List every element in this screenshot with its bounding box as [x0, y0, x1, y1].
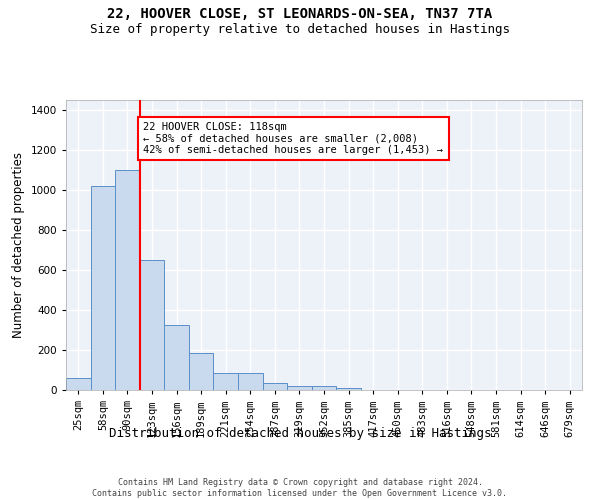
- Text: Contains HM Land Registry data © Crown copyright and database right 2024.
Contai: Contains HM Land Registry data © Crown c…: [92, 478, 508, 498]
- Y-axis label: Number of detached properties: Number of detached properties: [12, 152, 25, 338]
- Bar: [115, 170, 140, 390]
- Text: Distribution of detached houses by size in Hastings: Distribution of detached houses by size …: [109, 428, 491, 440]
- Bar: [66, 378, 91, 390]
- Bar: [189, 353, 214, 390]
- Bar: [312, 386, 336, 390]
- Bar: [91, 186, 115, 390]
- Text: 22 HOOVER CLOSE: 118sqm
← 58% of detached houses are smaller (2,008)
42% of semi: 22 HOOVER CLOSE: 118sqm ← 58% of detache…: [143, 122, 443, 155]
- Bar: [287, 386, 312, 390]
- Bar: [140, 260, 164, 390]
- Bar: [164, 325, 189, 390]
- Text: Size of property relative to detached houses in Hastings: Size of property relative to detached ho…: [90, 22, 510, 36]
- Bar: [214, 373, 238, 390]
- Bar: [263, 383, 287, 390]
- Text: 22, HOOVER CLOSE, ST LEONARDS-ON-SEA, TN37 7TA: 22, HOOVER CLOSE, ST LEONARDS-ON-SEA, TN…: [107, 8, 493, 22]
- Bar: [336, 388, 361, 390]
- Bar: [238, 373, 263, 390]
